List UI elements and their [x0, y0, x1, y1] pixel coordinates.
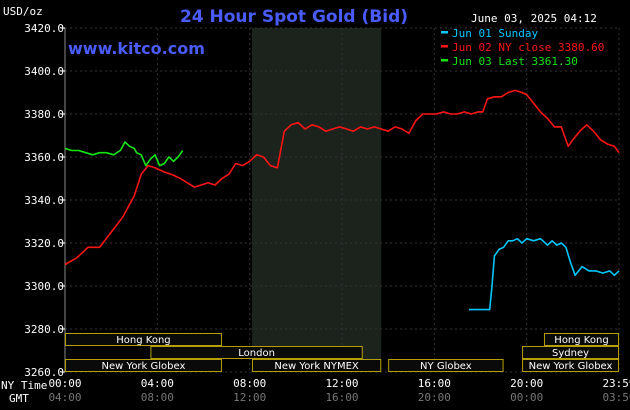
chart-grid	[64, 27, 620, 373]
x-tick-label-gmt: 04:00	[48, 391, 81, 404]
market-label: Hong Kong	[554, 335, 608, 346]
x-tick-label-gmt: 12:00	[233, 391, 266, 404]
y-tick-label: 3360.0	[24, 151, 64, 164]
timestamp: June 03, 2025 04:12	[471, 12, 597, 25]
unit-label: USD/oz	[3, 5, 43, 18]
x-tick-label-ny: 08:00	[233, 377, 266, 390]
market-sessions: Hong Kong Hong Kong London Sydney New York G…	[65, 333, 620, 372]
market-box	[251, 359, 382, 372]
legend-swatch-jun03	[441, 59, 448, 62]
site-watermark: www.kitco.com	[68, 39, 205, 58]
market-label: Sydney	[552, 348, 589, 359]
x-axis-ticks: 00:0004:0004:0008:0008:0012:0012:0016:00…	[48, 377, 630, 404]
x-tick-label-ny: 20:00	[510, 377, 543, 390]
price-series	[64, 89, 620, 311]
x-tick-label-ny: 12:00	[325, 377, 358, 390]
legend-jun03: Jun 03 Last 3361.30	[452, 55, 578, 68]
y-tick-label: 3340.0	[24, 194, 64, 207]
y-tick-label: 3320.0	[24, 237, 64, 250]
market-box	[522, 346, 619, 359]
market-session: Hong Kong	[65, 333, 222, 346]
legend-jun02: Jun 02 NY close 3380.60	[452, 41, 604, 54]
x-tick-label-gmt: 20:00	[418, 391, 451, 404]
x-tick-label-ny: 00:00	[48, 377, 81, 390]
series-jun02	[64, 89, 620, 266]
y-tick-label: 3400.0	[24, 65, 64, 78]
y-tick-label: 3420.0	[24, 22, 64, 35]
legend-swatch-jun02	[441, 45, 448, 48]
market-session: New York Globex	[522, 359, 619, 372]
market-box	[522, 359, 619, 372]
market-label: Hong Kong	[116, 335, 170, 346]
market-session: London	[150, 346, 363, 359]
legend-swatch-jun01	[441, 31, 448, 34]
x-tick-label-ny: 04:00	[141, 377, 174, 390]
x-tick-label-ny: 23:59	[602, 377, 630, 390]
legend: Jun 01 Sunday Jun 02 NY close 3380.60 Ju…	[441, 27, 604, 68]
x-tick-label-gmt: 08:00	[141, 391, 174, 404]
series-jun03	[64, 141, 184, 167]
x-tick-label-gmt: 00:00	[510, 391, 543, 404]
y-tick-label: 3380.0	[24, 108, 64, 121]
market-session: New York Globex	[65, 359, 222, 372]
y-tick-label: 3300.0	[24, 280, 64, 293]
market-box	[388, 359, 504, 372]
market-box	[65, 333, 222, 346]
series-jun01	[469, 237, 620, 311]
y-axis-ticks: 3420.0 3400.0 3380.0 3360.0 3340.0 3320.0 3300…	[24, 22, 65, 379]
gmt-label: GMT	[9, 392, 29, 405]
market-box	[65, 359, 222, 372]
legend-jun01: Jun 01 Sunday	[452, 27, 538, 40]
market-label: London	[238, 348, 275, 359]
y-tick-label: 3260.0	[24, 366, 64, 379]
market-box	[150, 346, 363, 359]
x-tick-label-gmt: 16:00	[325, 391, 358, 404]
x-tick-label-gmt: 03:59	[602, 391, 630, 404]
market-box	[543, 333, 620, 346]
market-session: Hong Kong	[543, 333, 620, 346]
chart-title: 24 Hour Spot Gold (Bid)	[180, 7, 408, 27]
market-label: NY Globex	[420, 361, 472, 372]
market-label: New York Globex	[102, 361, 186, 372]
x-tick-label-ny: 16:00	[418, 377, 451, 390]
market-session: New York NYMEX	[251, 359, 382, 372]
ny-time-label: NY Time	[1, 379, 47, 392]
y-tick-label: 3280.0	[24, 323, 64, 336]
market-label: New York NYMEX	[274, 361, 359, 372]
market-session: NY Globex	[388, 359, 504, 372]
market-session: Sydney	[522, 346, 619, 359]
market-label: New York Globex	[529, 361, 613, 372]
